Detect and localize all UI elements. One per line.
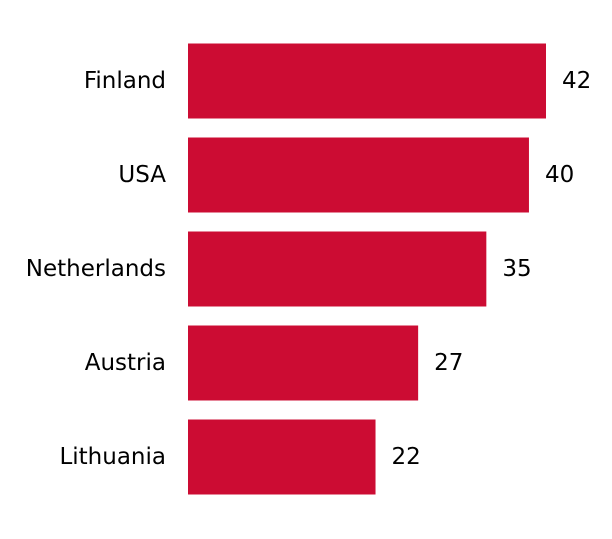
value-label-usa: 40: [545, 162, 574, 188]
bar-netherlands: [188, 231, 487, 307]
category-label-lithuania: Lithuania: [59, 444, 166, 470]
value-label-austria: 27: [434, 350, 463, 376]
category-label-usa: USA: [118, 162, 166, 188]
category-label-austria: Austria: [85, 350, 166, 376]
value-label-finland: 42: [562, 68, 591, 94]
bars-group: [188, 43, 546, 495]
bar-usa: [188, 137, 529, 213]
bar-austria: [188, 325, 419, 401]
value-label-lithuania: 22: [392, 444, 421, 470]
bar-finland: [188, 43, 546, 119]
category-label-finland: Finland: [84, 68, 166, 94]
value-label-netherlands: 35: [502, 256, 531, 282]
value-labels-group: 42 40 35 27 22: [392, 68, 592, 470]
category-label-netherlands: Netherlands: [26, 256, 166, 282]
category-labels-group: Finland USA Netherlands Austria Lithuania: [26, 68, 166, 470]
bar-lithuania: [188, 419, 376, 495]
